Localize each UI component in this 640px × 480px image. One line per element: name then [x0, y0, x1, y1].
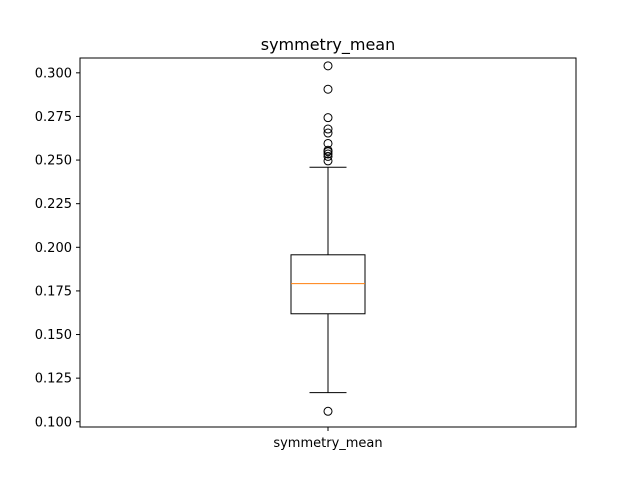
iqr-box [290, 254, 366, 315]
y-tick-label: 0.175 [35, 284, 72, 299]
outlier-point [323, 61, 333, 71]
outlier-point [323, 145, 333, 155]
outlier-point [323, 151, 333, 161]
y-tick-label: 0.125 [35, 372, 72, 387]
y-tick-label: 0.150 [35, 328, 72, 343]
outlier-point [323, 149, 333, 159]
outlier-point [323, 128, 333, 138]
plot-marks [290, 61, 366, 416]
outlier-point [323, 124, 333, 134]
chart-title: symmetry_mean [261, 35, 396, 55]
y-tick-label: 0.225 [35, 197, 72, 212]
y-tick-label: 0.275 [35, 110, 72, 125]
y-axis: 0.100 0.125 0.150 0.175 0.200 0.225 0.250 0.275… [35, 66, 80, 430]
y-tick-label: 0.200 [35, 241, 72, 256]
y-tick-label: 0.300 [35, 66, 72, 81]
x-tick-label: symmetry_mean [273, 436, 382, 451]
outlier-point [323, 138, 333, 148]
outlier-point [323, 156, 333, 166]
y-tick-label: 0.100 [35, 415, 72, 430]
outlier-point [323, 84, 333, 94]
outlier-point [323, 113, 333, 123]
outlier-point [323, 406, 333, 416]
x-axis: symmetry_mean [273, 427, 383, 451]
y-tick-label: 0.250 [35, 154, 72, 169]
